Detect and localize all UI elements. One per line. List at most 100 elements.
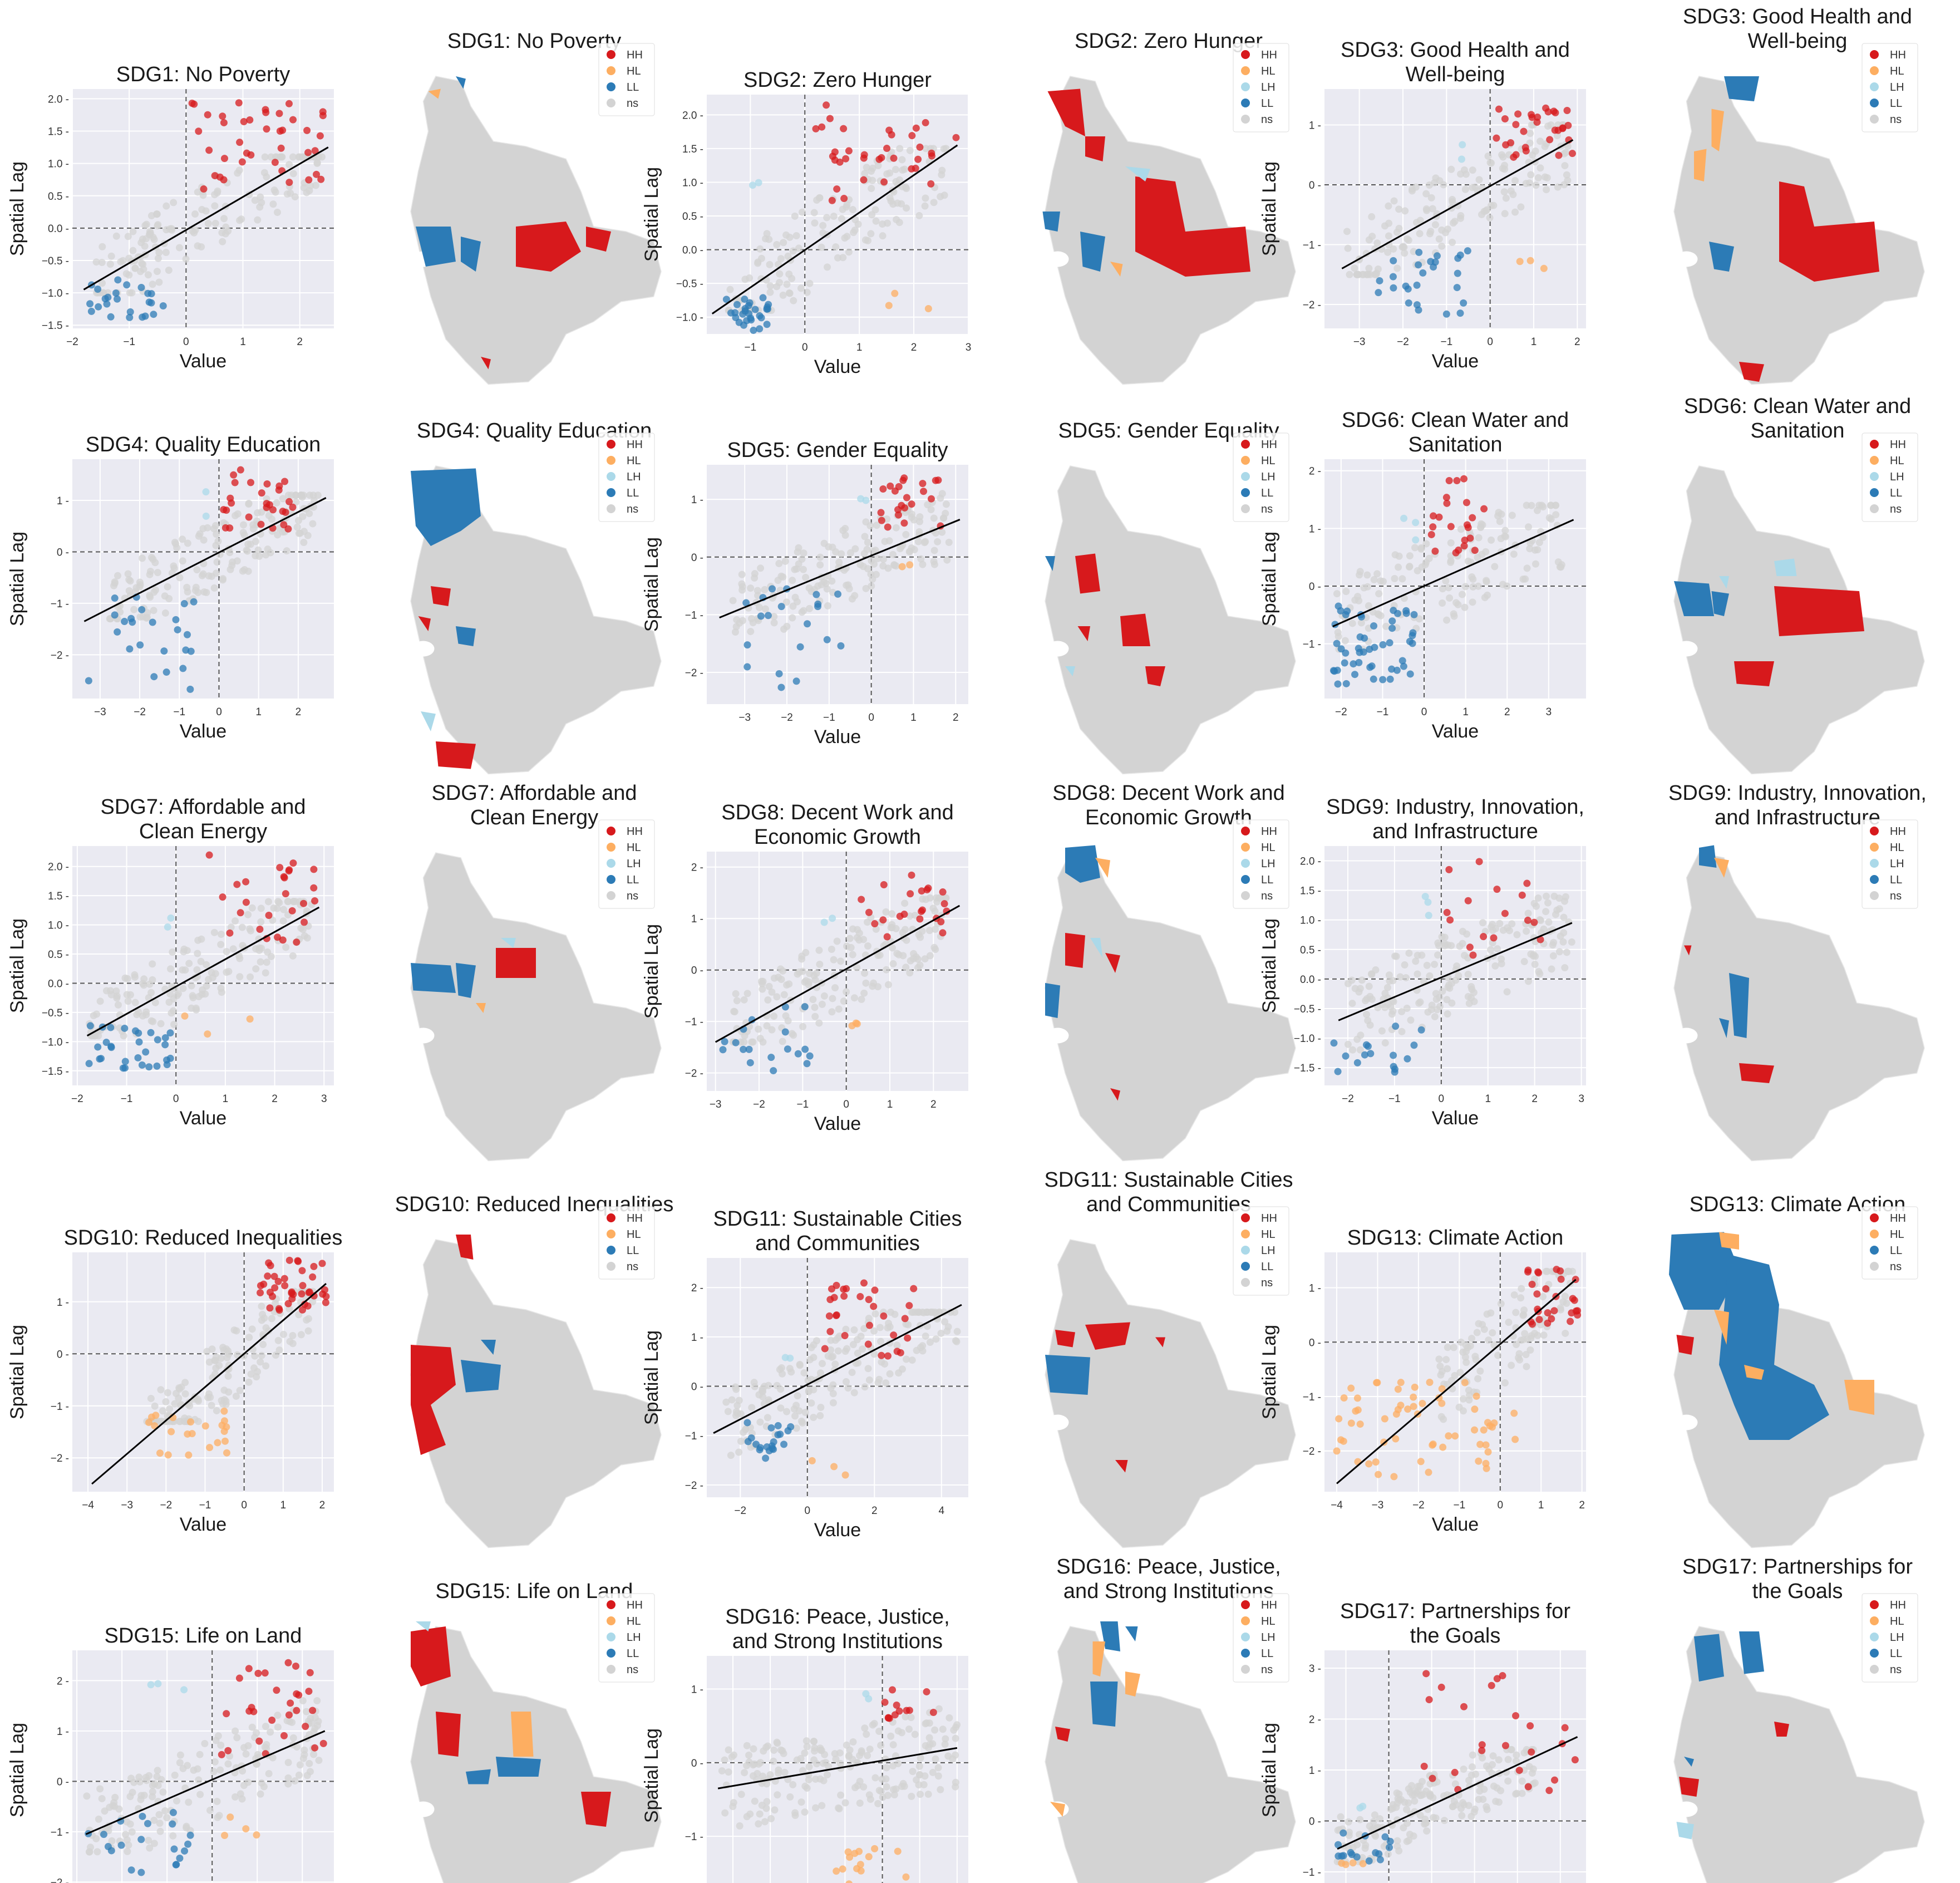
point-ns: [1467, 983, 1475, 991]
point-ns: [254, 216, 262, 224]
point-ns: [1374, 1004, 1382, 1011]
legend-label: LL: [1261, 97, 1273, 110]
legend-marker-lh: [1241, 859, 1250, 868]
scatter-title: SDG9: Industry, Innovation,: [1326, 795, 1584, 819]
point-ns: [90, 1012, 97, 1020]
map-title: SDG8: Decent Work and: [1052, 781, 1284, 805]
scatter-title: SDG16: Peace, Justice,: [725, 1605, 949, 1629]
point-ns: [181, 1390, 189, 1398]
point-ns: [934, 1764, 942, 1772]
legend-marker-ns: [607, 1665, 615, 1674]
point-ns: [765, 1381, 772, 1389]
point-ns: [176, 1759, 184, 1767]
legend-label: LL: [1890, 874, 1902, 886]
point-hl: [1473, 1392, 1480, 1400]
point-ns: [1479, 521, 1486, 529]
point-ns: [1392, 952, 1400, 960]
legend-label: HL: [627, 455, 641, 467]
point-ns: [274, 1712, 282, 1719]
y-axis-label: Spatial Lag: [7, 532, 28, 626]
y-tick-label: −0.5 -: [42, 1007, 69, 1019]
point-hh: [242, 898, 250, 906]
point-ns: [810, 1386, 818, 1394]
region-hl: [1125, 1671, 1140, 1697]
point-ll: [1370, 675, 1377, 683]
point-ns: [153, 268, 161, 276]
regression-line: [719, 519, 961, 618]
point-ns: [1545, 918, 1553, 926]
point-ns: [867, 230, 875, 238]
y-tick-label: 1 -: [1309, 1765, 1321, 1777]
point-hl: [830, 1463, 838, 1471]
legend-label: ns: [1890, 114, 1902, 126]
point-ns: [845, 585, 853, 593]
point-ns: [834, 1347, 842, 1355]
y-tick-label: 1.5 -: [682, 144, 703, 155]
point-ns: [1342, 588, 1350, 596]
point-ns: [1353, 271, 1361, 278]
x-tick-label: 2: [930, 1099, 937, 1110]
point-hl: [902, 1873, 910, 1881]
point-ns: [149, 976, 156, 984]
point-ll: [144, 289, 152, 297]
point-ns: [816, 1412, 824, 1419]
point-ns: [265, 1770, 273, 1778]
point-hh: [1493, 886, 1501, 893]
point-ns: [306, 1759, 313, 1767]
point-hh: [200, 185, 208, 193]
x-tick-label: 2: [1531, 1093, 1538, 1105]
point-hl: [1461, 1379, 1469, 1387]
point-ns: [792, 1402, 800, 1409]
point-hh: [1524, 916, 1531, 924]
y-tick-label: −1.0 -: [676, 312, 703, 324]
legend-marker-ll: [607, 488, 615, 497]
map-panel-sdg16: SDG16: Peace, Justice,and Strong Institu…: [1045, 1555, 1296, 1883]
point-ns: [196, 1751, 204, 1758]
point-hl: [246, 1015, 254, 1023]
point-ns: [306, 510, 313, 518]
point-hh: [1478, 1747, 1486, 1754]
point-hh: [300, 899, 308, 907]
point-ns: [718, 1767, 726, 1774]
region-hl: [1844, 1380, 1874, 1415]
point-hl: [220, 1407, 228, 1415]
point-lh: [865, 1695, 873, 1703]
point-ns: [151, 1402, 159, 1410]
point-ns: [176, 1751, 184, 1759]
x-tick-label: −2: [1397, 336, 1409, 348]
point-ns: [1521, 1330, 1529, 1338]
legend-label: HH: [1261, 1212, 1277, 1225]
point-ns: [211, 219, 219, 227]
point-ll: [1392, 1022, 1400, 1030]
point-ns: [215, 1361, 223, 1369]
point-ns: [801, 1408, 809, 1416]
lake-shape: [412, 1801, 435, 1817]
point-ns: [262, 1362, 270, 1370]
point-ns: [779, 573, 787, 581]
point-ns: [942, 894, 949, 902]
point-ns: [1451, 1780, 1459, 1788]
point-ll: [722, 296, 730, 303]
point-ll: [114, 295, 121, 303]
legend-label: HL: [627, 1228, 641, 1241]
point-ns: [149, 960, 156, 968]
point-ll: [86, 1022, 94, 1030]
point-ns: [197, 957, 205, 965]
point-ns: [146, 592, 154, 599]
point-hh: [1530, 918, 1538, 926]
point-ns: [851, 1784, 859, 1792]
point-ns: [1552, 511, 1560, 519]
point-ll: [184, 1840, 192, 1848]
point-ns: [1463, 930, 1471, 938]
point-ns: [149, 233, 157, 241]
y-axis-label: Spatial Lag: [641, 537, 662, 632]
point-ll: [803, 1060, 811, 1068]
legend-marker-lh: [1241, 1633, 1250, 1641]
x-tick-label: 1: [856, 342, 863, 353]
region-lh: [1065, 666, 1075, 676]
point-hh: [1451, 1768, 1459, 1776]
point-ll: [762, 1454, 770, 1462]
point-ns: [282, 943, 290, 951]
region-lh: [1719, 576, 1729, 589]
